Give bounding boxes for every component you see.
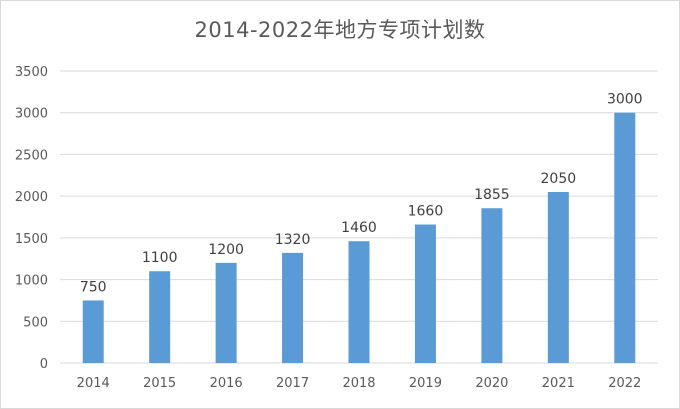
- data-label-2022: 3000: [607, 92, 643, 108]
- bar-2021: [547, 191, 569, 363]
- x-tick-label: 2016: [210, 376, 243, 391]
- x-axis-ticks: 2014 2015 2016 2017 2018 2019 2020 2021 2022: [77, 376, 642, 391]
- y-tick-label: 3500: [15, 65, 48, 80]
- x-tick-label: 2019: [409, 376, 442, 391]
- data-label-2015: 1100: [142, 250, 178, 266]
- data-label-2016: 1200: [208, 242, 244, 258]
- bars: [82, 112, 636, 363]
- data-label-2020: 1855: [474, 187, 510, 203]
- data-label-2017: 1320: [275, 232, 311, 248]
- y-tick-label: 1000: [15, 274, 48, 289]
- bar-2020: [481, 208, 503, 363]
- x-tick-label: 2018: [342, 376, 375, 391]
- data-label-2014: 750: [80, 279, 107, 295]
- y-axis-ticks: 0 500 1000 1500 2000 2500 3000 3500: [15, 65, 48, 372]
- y-tick-label: 500: [23, 315, 48, 330]
- y-tick-label: 3000: [15, 107, 48, 122]
- bar-2016: [215, 262, 237, 363]
- x-tick-label: 2021: [542, 376, 575, 391]
- x-tick-label: 2014: [77, 376, 110, 391]
- y-tick-label: 1500: [15, 232, 48, 247]
- data-label-2018: 1460: [341, 220, 377, 236]
- bar-2017: [282, 252, 304, 363]
- y-tick-label: 2500: [15, 148, 48, 163]
- chart-title: 2014-2022年地方专项计划数: [194, 18, 486, 42]
- data-label-2019: 1660: [408, 204, 444, 220]
- x-tick-label: 2022: [608, 376, 641, 391]
- bar-2022: [614, 112, 636, 363]
- bar-2015: [149, 271, 171, 363]
- y-tick-label: 2000: [15, 190, 48, 205]
- x-tick-label: 2020: [475, 376, 508, 391]
- y-tick-label: 0: [40, 357, 48, 372]
- bar-2014: [82, 300, 104, 363]
- bar-2019: [414, 224, 436, 363]
- x-tick-label: 2015: [143, 376, 176, 391]
- bar-2018: [348, 241, 370, 363]
- x-tick-label: 2017: [276, 376, 309, 391]
- data-label-2021: 2050: [541, 171, 577, 187]
- data-labels: 750 1100 1200 1320 1460 1660 1855 2050 3000: [80, 92, 643, 296]
